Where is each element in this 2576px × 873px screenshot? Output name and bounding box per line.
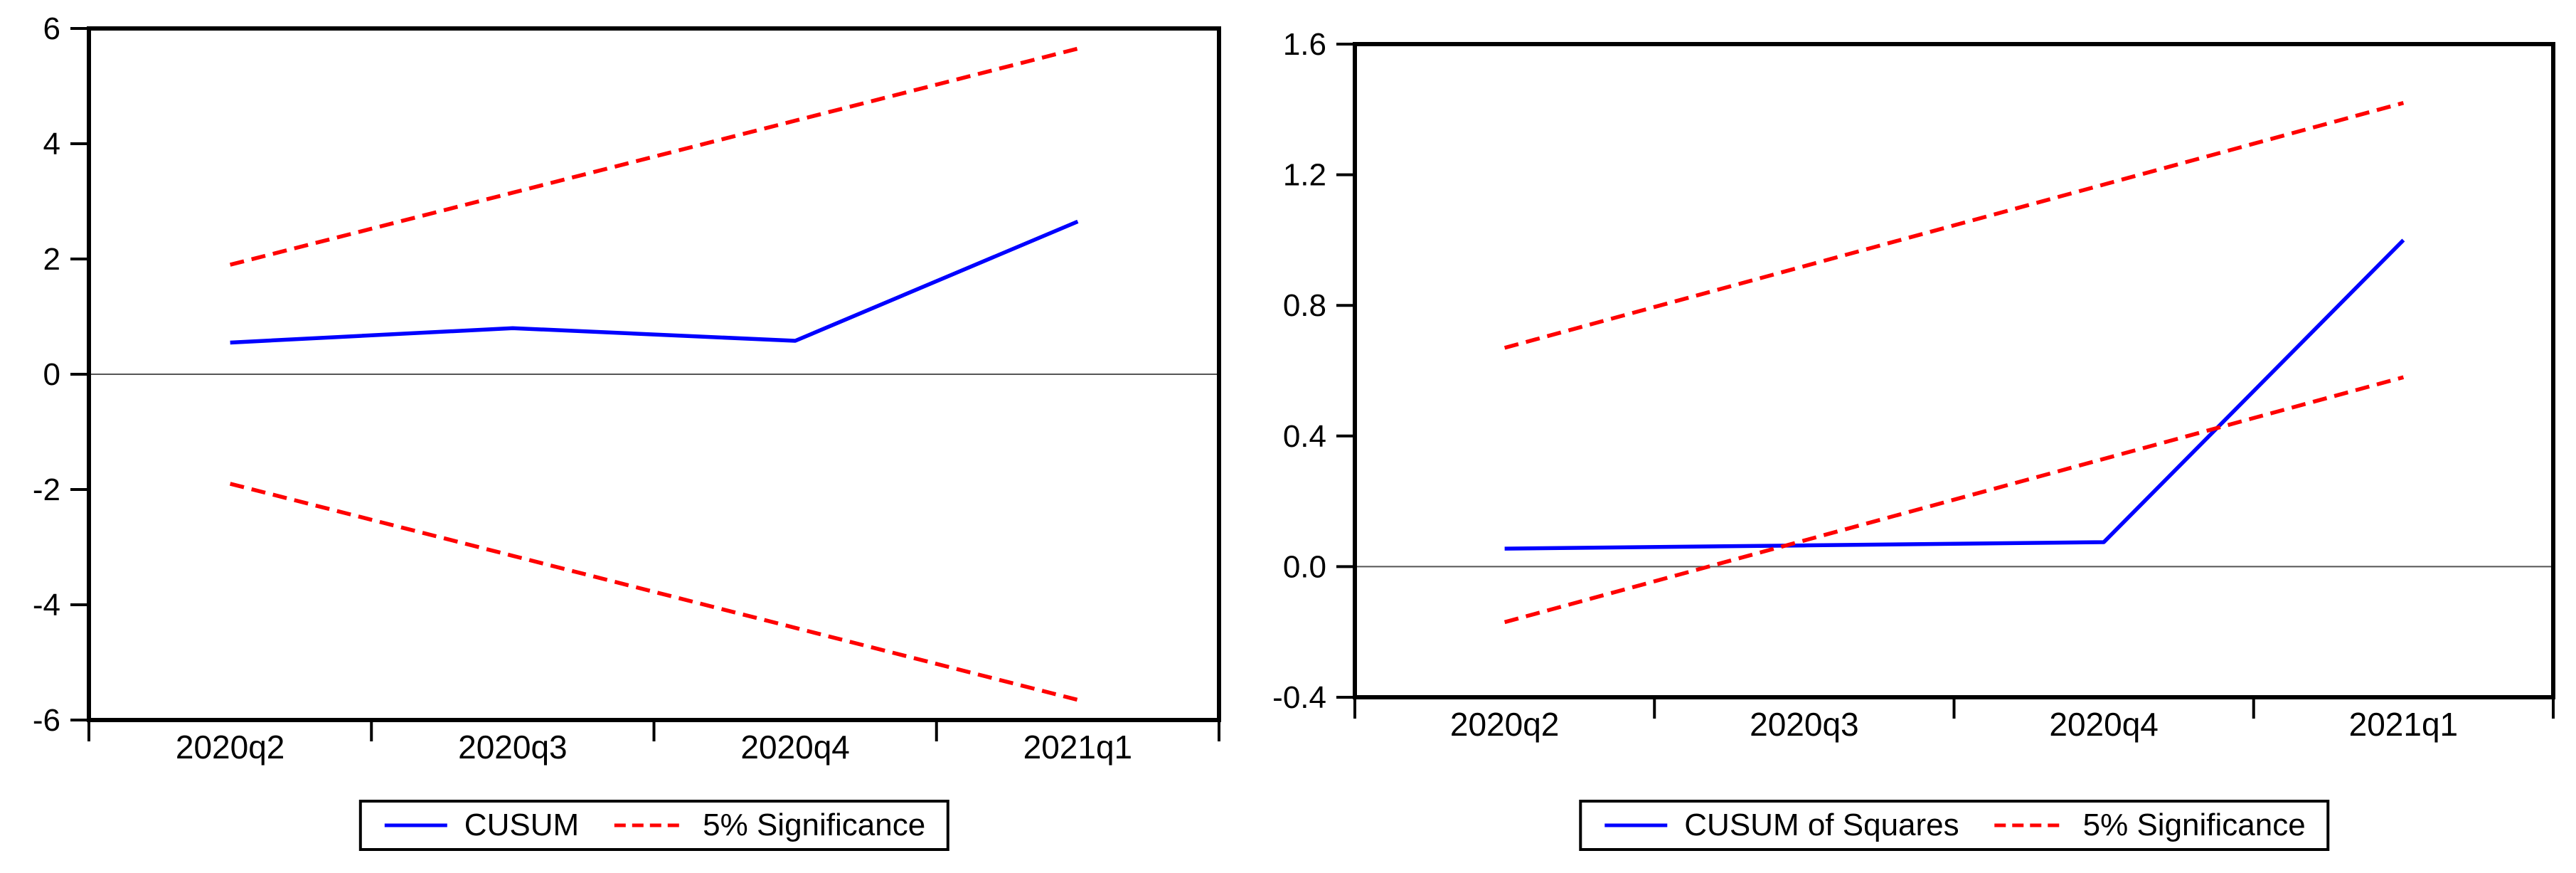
- y-axis-tick-label: 0.8: [1283, 288, 1326, 323]
- x-axis-category-label: 2020q2: [176, 729, 285, 766]
- y-axis-tick-label: 0: [43, 357, 60, 392]
- legend-label-significance: 5% Significance: [2082, 808, 2306, 842]
- x-axis-category-label: 2020q2: [1450, 706, 1560, 743]
- y-axis-tick-label: 0.4: [1283, 419, 1326, 454]
- series-5-significance-upper: [229, 46, 1079, 267]
- y-axis-tick-label: -4: [33, 588, 60, 623]
- x-axis-category-label: 2020q4: [740, 729, 850, 766]
- series-5-significance-lower: [229, 482, 1079, 702]
- cusum-legend: CUSUM 5% Significance: [358, 800, 950, 851]
- legend-item-significance: 5% Significance: [613, 808, 925, 843]
- legend-item-cusum-of-squares: CUSUM of Squares: [1603, 808, 1959, 843]
- y-axis-tick-label: -0.4: [1272, 680, 1326, 715]
- y-axis-tick-label: -2: [33, 472, 60, 507]
- y-axis-tick-label: 0.0: [1283, 549, 1326, 584]
- x-axis-category-label: 2021q1: [1023, 729, 1133, 766]
- significance-line-sample-icon: [614, 823, 686, 827]
- legend-item-significance: 5% Significance: [1994, 808, 2306, 843]
- legend-label-significance: 5% Significance: [703, 808, 926, 842]
- y-axis-tick-label: 4: [43, 127, 60, 162]
- cusum-line-sample-icon: [384, 823, 447, 827]
- cusum-of-squares-plot: 1.6 1.2 0.8 0.4 0.0 -0.4 2020q2 2020q3 2020q4 202…: [1272, 27, 2555, 743]
- x-axis-category-label: 2020q4: [2049, 706, 2159, 743]
- x-axis-category-label: 2021q1: [2349, 706, 2459, 743]
- legend-label-cusum: CUSUM: [464, 808, 580, 842]
- x-axis-category-label: 2020q3: [458, 729, 568, 766]
- cusum-plot: 6 4 2 0 -2 -4 -6 2020q2 2020q3 2020q4 2021q1: [33, 11, 1221, 766]
- plot-frame: [1353, 42, 2555, 699]
- series-cusum-of-squares: [1504, 238, 2405, 551]
- legend-item-cusum: CUSUM: [383, 808, 579, 843]
- cusum-of-squares-legend: CUSUM of Squares 5% Significance: [1579, 800, 2330, 851]
- significance-line-sample-icon: [1994, 823, 2066, 827]
- series-5-significance-upper: [1503, 100, 2405, 350]
- y-axis-tick-label: 1.6: [1283, 27, 1326, 62]
- y-axis-tick-label: -6: [33, 703, 60, 738]
- cusum-of-squares-line-sample-icon: [1604, 823, 1668, 827]
- series-cusum: [230, 219, 1079, 345]
- legend-label-cusum-of-squares: CUSUM of Squares: [1684, 808, 1959, 842]
- y-axis-tick-label: 6: [43, 11, 60, 46]
- y-axis-tick-label: 2: [43, 242, 60, 277]
- series-5-significance-lower: [1503, 375, 2405, 625]
- y-axis-tick-label: 1.2: [1283, 158, 1326, 193]
- x-axis-category-label: 2020q3: [1750, 706, 1859, 743]
